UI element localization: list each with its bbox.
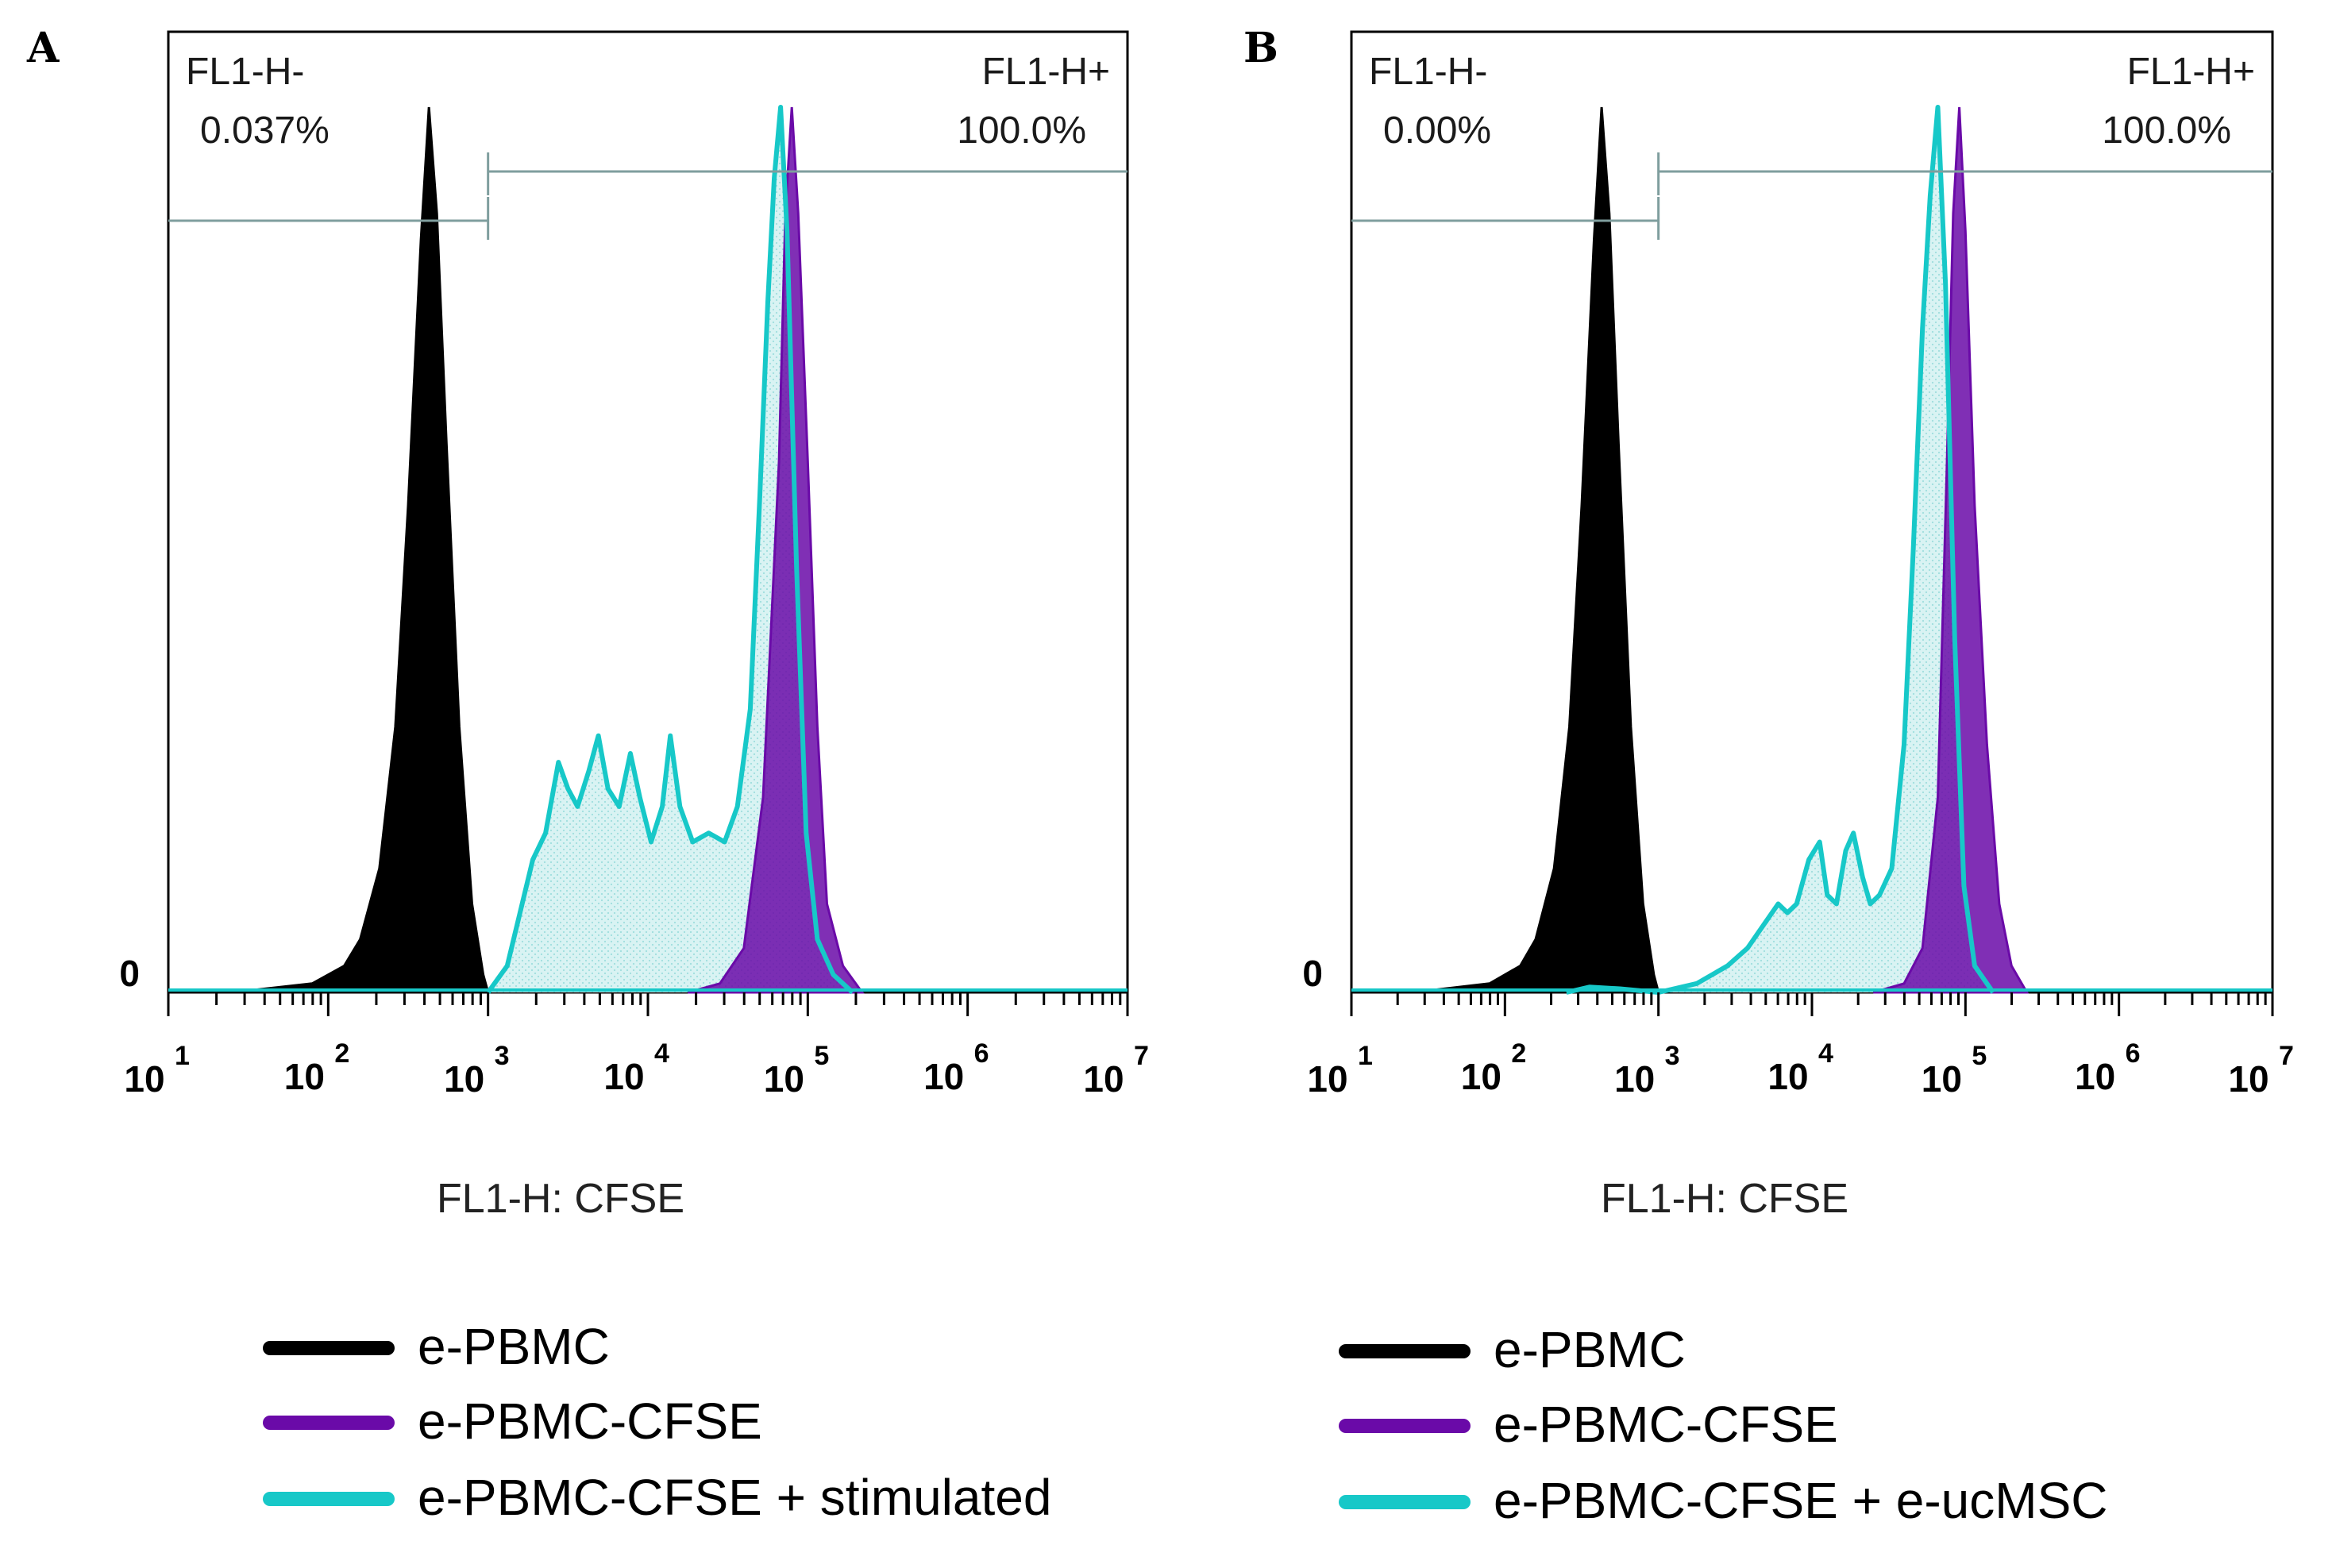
x-tick-exp: 3 — [1665, 1041, 1680, 1071]
gate-positive-name: FL1-H+ — [2127, 51, 2255, 93]
x-tick-exp: 2 — [1511, 1038, 1526, 1069]
gate-positive-value: 100.0% — [2102, 110, 2231, 152]
x-tick-label: 10 2 — [1461, 1038, 1527, 1097]
series-stimulated-fill — [488, 107, 853, 992]
x-tick-base: 10 — [2075, 1056, 2115, 1097]
x-tick-label: 10 5 — [1922, 1041, 1987, 1100]
x-tick-label: 10 6 — [923, 1038, 989, 1097]
series-e-pbmc — [232, 106, 490, 994]
x-tick-label: 10 5 — [764, 1041, 830, 1100]
x-tick-label: 10 3 — [1614, 1041, 1680, 1100]
y-zero-label: 0 — [1302, 953, 1323, 994]
x-tick-label: 10 6 — [2075, 1038, 2141, 1097]
x-tick-exp: 6 — [974, 1038, 989, 1069]
x-tick-base: 10 — [1767, 1056, 1808, 1097]
legend-label: e-PBMC-CFSE + stimulated — [418, 1469, 1051, 1526]
x-tick-base: 10 — [1614, 1058, 1655, 1100]
gate-positive-name: FL1-H+ — [982, 51, 1110, 93]
x-axis-label: FL1-H: CFSE — [437, 1176, 684, 1222]
x-tick-base: 10 — [444, 1058, 484, 1100]
x-tick-exp: 2 — [334, 1038, 349, 1069]
x-tick-exp: 5 — [1972, 1041, 1987, 1071]
x-tick-exp: 5 — [814, 1041, 829, 1071]
x-tick-exp: 7 — [2279, 1041, 2294, 1071]
x-tick-label: 10 4 — [1767, 1038, 1833, 1097]
x-tick-label: 10 3 — [444, 1041, 510, 1100]
x-tick-exp: 4 — [654, 1038, 669, 1069]
x-tick-label: 10 4 — [603, 1038, 669, 1097]
plot-frame — [1350, 30, 2274, 994]
x-tick-base: 10 — [1083, 1058, 1124, 1100]
gate-negative-name: FL1-H- — [1369, 51, 1487, 93]
series-e-pbmc-cfse-e-ucmsc — [1566, 105, 1995, 995]
legend-label: e-PBMC-CFSE — [418, 1393, 762, 1450]
x-tick-base: 10 — [1307, 1058, 1347, 1100]
x-tick-label: 10 7 — [1083, 1041, 1149, 1100]
x-tick-exp: 7 — [1134, 1041, 1149, 1071]
panel-letter: A — [26, 24, 60, 72]
x-tick-base: 10 — [923, 1056, 964, 1097]
x-tick-base: 10 — [1922, 1058, 1962, 1100]
x-tick-label: 10 7 — [2228, 1041, 2294, 1100]
x-tick-exp: 3 — [495, 1041, 510, 1071]
x-tick-base: 10 — [1461, 1056, 1501, 1097]
series-e-pbmc-cfse-stimulated — [486, 105, 854, 995]
x-axis-label: FL1-H: CFSE — [1601, 1176, 1848, 1222]
gate-negative-value: 0.037% — [200, 110, 330, 152]
y-zero-label: 0 — [119, 953, 140, 994]
gate-positive-value: 100.0% — [957, 110, 1086, 152]
legend-label: e-PBMC — [418, 1318, 610, 1375]
series-e-pbmc — [1413, 106, 1660, 994]
x-tick-label: 10 2 — [284, 1038, 350, 1097]
gate-negative-name: FL1-H- — [186, 51, 304, 93]
x-tick-label: 10 1 — [124, 1041, 190, 1100]
x-tick-base: 10 — [284, 1056, 325, 1097]
legend-label: e-PBMC — [1494, 1321, 1686, 1378]
x-tick-exp: 6 — [2126, 1038, 2141, 1069]
series-e-pbmc-cfse — [687, 106, 865, 994]
x-tick-base: 10 — [124, 1058, 164, 1100]
x-tick-base: 10 — [2228, 1058, 2269, 1100]
legend-label: e-PBMC-CFSE — [1494, 1396, 1838, 1453]
x-tick-label: 10 1 — [1307, 1041, 1373, 1100]
legend-label: e-PBMC-CFSE + e-ucMSC — [1494, 1472, 2107, 1529]
x-tick-base: 10 — [764, 1058, 804, 1100]
panel-letter: B — [1243, 24, 1278, 72]
x-tick-exp: 4 — [1818, 1038, 1833, 1069]
gate-negative-value: 0.00% — [1383, 110, 1491, 152]
x-tick-exp: 1 — [1358, 1041, 1373, 1071]
x-tick-exp: 1 — [175, 1041, 190, 1071]
panel-B: B FL1-H- 0.00% FL1-H+ 100.0% 0 10 1 10 2 10 3 10 4 10 5… — [1243, 24, 2294, 1529]
x-tick-base: 10 — [603, 1056, 644, 1097]
